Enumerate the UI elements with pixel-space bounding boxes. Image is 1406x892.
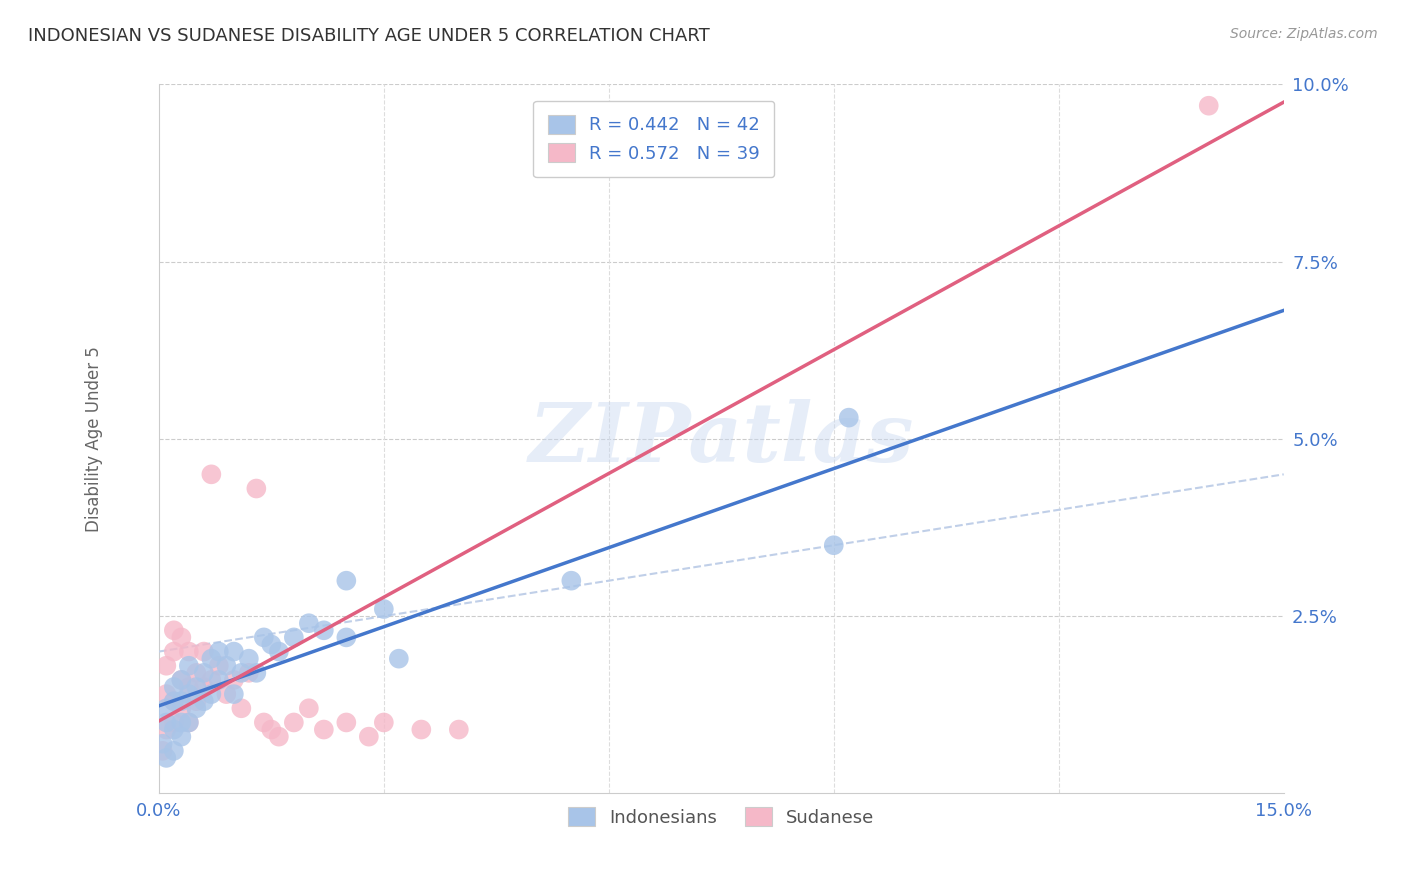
Legend: Indonesians, Sudanese: Indonesians, Sudanese <box>561 800 882 834</box>
Point <box>208 658 231 673</box>
Point <box>170 701 193 715</box>
Point <box>170 715 193 730</box>
Point <box>170 694 193 708</box>
Point <box>245 665 267 680</box>
Point <box>283 631 305 645</box>
Point <box>253 715 276 730</box>
Point <box>238 665 260 680</box>
Point <box>186 701 208 715</box>
Point <box>231 665 253 680</box>
Point <box>155 687 177 701</box>
Point <box>152 737 174 751</box>
Point <box>193 680 215 694</box>
Point <box>208 644 231 658</box>
Point <box>373 602 395 616</box>
Point <box>636 134 658 148</box>
Point <box>298 616 321 631</box>
Point <box>200 673 222 687</box>
Point <box>163 680 186 694</box>
Point <box>155 723 177 737</box>
Point <box>215 687 238 701</box>
Point <box>231 701 253 715</box>
Point <box>155 658 177 673</box>
Point <box>283 715 305 730</box>
Y-axis label: Disability Age Under 5: Disability Age Under 5 <box>86 346 103 532</box>
Point <box>193 694 215 708</box>
Point <box>163 744 186 758</box>
Point <box>245 482 267 496</box>
Point <box>312 624 335 638</box>
Point <box>186 680 208 694</box>
Point <box>163 624 186 638</box>
Point <box>312 723 335 737</box>
Point <box>155 751 177 765</box>
Point <box>373 715 395 730</box>
Point <box>335 574 357 588</box>
Point <box>177 715 200 730</box>
Point <box>260 723 283 737</box>
Point <box>170 673 193 687</box>
Point <box>186 665 208 680</box>
Point <box>838 410 860 425</box>
Point <box>152 744 174 758</box>
Point <box>260 638 283 652</box>
Point <box>163 694 186 708</box>
Point <box>155 701 177 715</box>
Point <box>253 631 276 645</box>
Point <box>267 644 290 658</box>
Point <box>208 673 231 687</box>
Point <box>357 730 380 744</box>
Point <box>177 715 200 730</box>
Point <box>222 644 245 658</box>
Point <box>163 694 186 708</box>
Point <box>335 631 357 645</box>
Point <box>215 658 238 673</box>
Point <box>298 701 321 715</box>
Point <box>163 715 186 730</box>
Point <box>193 644 215 658</box>
Point <box>170 673 193 687</box>
Point <box>447 723 470 737</box>
Point <box>388 651 411 665</box>
Point <box>222 673 245 687</box>
Point <box>170 730 193 744</box>
Point <box>163 644 186 658</box>
Point <box>163 723 186 737</box>
Point <box>177 644 200 658</box>
Text: ZIPatlas: ZIPatlas <box>529 399 914 479</box>
Point <box>411 723 433 737</box>
Point <box>177 687 200 701</box>
Point <box>177 680 200 694</box>
Point <box>267 730 290 744</box>
Point <box>222 687 245 701</box>
Point <box>200 467 222 482</box>
Point <box>823 538 845 552</box>
Point <box>193 665 215 680</box>
Point <box>238 651 260 665</box>
Point <box>170 631 193 645</box>
Text: INDONESIAN VS SUDANESE DISABILITY AGE UNDER 5 CORRELATION CHART: INDONESIAN VS SUDANESE DISABILITY AGE UN… <box>28 27 710 45</box>
Point <box>177 658 200 673</box>
Point <box>155 715 177 730</box>
Text: Source: ZipAtlas.com: Source: ZipAtlas.com <box>1230 27 1378 41</box>
Point <box>560 574 582 588</box>
Point <box>335 715 357 730</box>
Point <box>200 687 222 701</box>
Point <box>200 651 222 665</box>
Point <box>1198 99 1220 113</box>
Point <box>186 694 208 708</box>
